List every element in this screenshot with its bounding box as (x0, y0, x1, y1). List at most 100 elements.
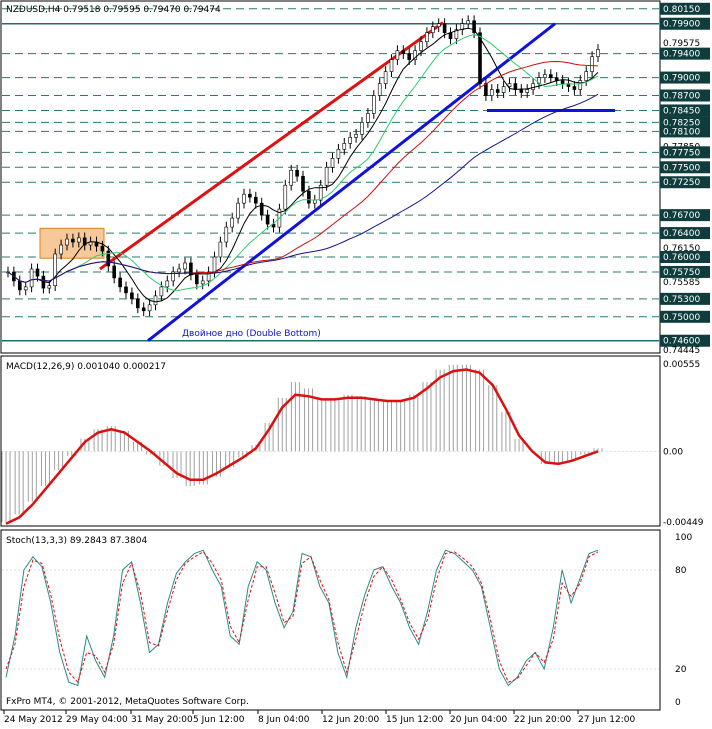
candle-body (254, 196, 258, 204)
candle-body (519, 89, 524, 93)
candle-body (153, 295, 158, 306)
candle-body (248, 193, 252, 198)
candle-body (478, 32, 482, 84)
candle-body (584, 71, 589, 81)
price-axis-label: 0.75585 (663, 278, 700, 288)
price-label-box (660, 265, 710, 278)
candle-body (395, 50, 400, 60)
price-axis-label: 0.78100 (663, 127, 700, 137)
candle-body (572, 86, 577, 90)
candle-body (360, 122, 364, 135)
time-axis-label: 20 Jun 04:00 (450, 715, 507, 725)
candle-body (543, 74, 547, 78)
stoch-layer (2, 549, 659, 687)
macd-title: MACD(12,26,9) 0.001040 0.000217 (6, 362, 166, 372)
time-axis-label: 31 May 20:00 (131, 715, 193, 725)
price-label-box (660, 104, 710, 117)
candle-body (501, 86, 506, 93)
stoch-signal-line (5, 551, 599, 684)
candle-body (106, 250, 111, 267)
candle-body (183, 262, 187, 270)
candle-body (77, 237, 81, 243)
candle-body (307, 190, 311, 204)
blue-trendline (147, 22, 556, 342)
price-axis-label: 0.77750 (663, 148, 700, 158)
time-axis-label: 15 Jun 12:00 (386, 715, 443, 725)
price-label-box (660, 292, 710, 305)
candle-body (507, 83, 512, 87)
candle-body (224, 226, 229, 243)
candle-body (82, 237, 87, 246)
candle-body (59, 244, 63, 255)
time-axis-label: 12 Jun 20:00 (322, 715, 379, 725)
candle-body (495, 89, 500, 93)
candle-body (407, 53, 412, 60)
candle-body (136, 298, 140, 309)
ma-green-line (7, 33, 599, 291)
candle-body (200, 280, 205, 285)
price-axis-label: 0.78450 (663, 106, 700, 116)
candle-body (336, 149, 341, 159)
price-label-box (660, 2, 710, 15)
price-axis-label: 0.77500 (663, 163, 700, 173)
price-panel-frame (0, 0, 661, 354)
candle-body (47, 285, 52, 289)
candle-body (195, 274, 199, 285)
candle-body (29, 268, 34, 288)
price-axis-label: 0.78700 (663, 92, 700, 102)
candle-body (177, 268, 181, 273)
red-trendline (99, 21, 444, 271)
price-label-box (660, 17, 710, 30)
candle-body (531, 83, 535, 90)
stoch-title: Stoch(13,3,3) 89.2843 87.3804 (6, 536, 147, 546)
candle-body (377, 83, 382, 96)
price-label-box (660, 146, 710, 159)
candle-body (65, 238, 69, 246)
candle-body (548, 74, 553, 78)
candle-body (230, 217, 234, 228)
candle-body (236, 202, 240, 219)
candle-body (560, 80, 565, 84)
price-axis-label: 0.74600 (663, 337, 700, 347)
candle-body (590, 56, 594, 72)
candle-body (525, 89, 530, 93)
price-series (6, 15, 600, 317)
candle-body (413, 50, 417, 60)
price-label-box (660, 250, 710, 263)
stoch-axis-label: 100 (675, 533, 692, 543)
price-axis-label: 0.75750 (663, 268, 700, 278)
candle-body (442, 23, 447, 34)
candle-body (371, 95, 376, 114)
candle-body (271, 223, 276, 228)
candle-body (301, 175, 305, 192)
macd-axis-label: -0.00449 (663, 518, 704, 528)
time-axis-label: 5 Jun 12:00 (193, 715, 245, 725)
time-axis-label: 27 Jun 12:00 (578, 715, 635, 725)
price-axis-label: 0.75000 (663, 313, 700, 323)
stoch-axis: 100 80 20 0 (675, 533, 692, 708)
price-axis-label: 0.80150 (663, 5, 700, 15)
double-bottom-label: Двойное дно (Double Bottom) (182, 329, 321, 339)
candle-body (484, 83, 488, 96)
time-axis: 24 May 2012 29 May 04:00 31 May 20:00 5 Jun… (3, 710, 635, 725)
candle-body (472, 20, 476, 34)
candle-body (342, 143, 347, 150)
candle-body (460, 23, 465, 31)
candle-body (383, 71, 388, 84)
price-axis-label: 0.76400 (663, 229, 700, 239)
price-axis-label: 0.78250 (663, 118, 700, 128)
ma-black-line (7, 27, 599, 303)
price-axis-label: 0.79000 (663, 74, 700, 84)
candle-body (454, 29, 459, 39)
time-axis-label: 29 May 04:00 (66, 715, 128, 725)
price-label-box (660, 176, 710, 189)
candle-body (330, 158, 335, 168)
candle-body (366, 113, 370, 123)
price-label-box (660, 209, 710, 222)
ma-navy-line (7, 93, 599, 283)
candle-body (466, 20, 471, 25)
price-label-box (660, 89, 710, 102)
candle-body (130, 292, 134, 300)
candle-body (53, 253, 58, 287)
